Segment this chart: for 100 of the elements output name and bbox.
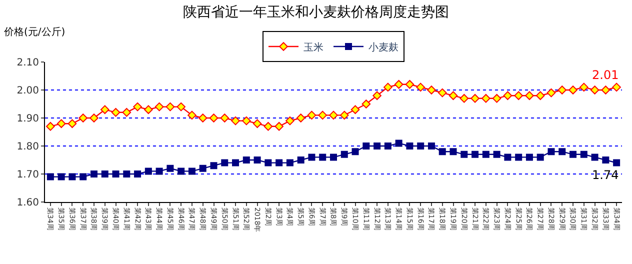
point [330,154,337,161]
point [264,122,273,131]
point [546,88,556,98]
point [242,116,251,126]
y-tick-label: 1.90 [16,114,39,124]
y-tick-label: 1.60 [16,198,39,208]
point [591,154,598,161]
point [374,142,381,150]
point [438,88,447,98]
point [242,156,250,164]
point [199,164,206,172]
point [252,119,262,128]
point [144,105,153,114]
point [90,170,98,178]
point [438,148,446,156]
point [210,162,218,170]
point [384,82,392,92]
point [144,168,152,175]
point [340,150,348,158]
point [580,82,588,92]
point [503,91,512,100]
point [340,110,349,120]
point [602,156,610,164]
point [274,122,284,131]
legend-label: 小麦麸 [368,41,398,54]
point [613,159,620,166]
point [232,159,240,166]
point [111,108,120,117]
y-tick-label: 1.80 [16,142,39,152]
data-label: 2.01 [592,68,619,82]
point [286,159,294,166]
point [122,108,132,117]
point [46,173,54,180]
point [329,110,338,120]
point [56,119,66,128]
point [90,114,98,122]
point [188,110,196,120]
point [46,122,55,131]
point [264,159,272,166]
point [362,142,370,150]
point [80,173,87,180]
point [405,80,414,89]
point [372,91,382,100]
point [514,91,523,100]
point [470,94,480,103]
point [460,94,469,103]
point [590,86,600,94]
point [548,148,555,156]
point [307,110,316,120]
point [515,154,522,161]
point [134,170,142,178]
point [78,114,88,122]
point [276,159,283,166]
point [112,170,120,178]
point [308,154,316,161]
point [558,86,567,94]
point [154,102,164,112]
point [536,154,544,161]
point [100,105,110,114]
point [221,159,228,166]
point [220,114,230,122]
point [176,102,186,112]
y-tick-label: 2.00 [16,86,39,96]
point [166,164,174,172]
point [296,114,306,122]
point [318,110,328,120]
point [123,170,130,178]
point [166,102,175,112]
point [395,140,402,147]
point [526,154,533,161]
point [493,150,500,158]
point [460,150,468,158]
point [297,156,304,164]
point [188,168,196,175]
point [254,156,261,164]
point [156,168,163,175]
point [450,148,457,156]
point [209,114,218,122]
point [101,170,108,178]
point [570,150,577,158]
point [133,102,142,112]
point [231,116,240,126]
point [68,173,76,180]
point [558,148,566,156]
point [504,154,512,161]
point [427,86,436,94]
point [525,91,534,100]
point [384,142,392,150]
point [319,154,326,161]
point [492,94,502,103]
point [448,91,458,100]
y-tick-label: 2.10 [16,58,39,68]
chart-title: 陕西省近一年玉米和小麦麸价格周度走势图 [183,4,449,20]
point [286,116,294,126]
point [482,94,490,103]
point [352,148,359,156]
point [612,82,621,92]
point [428,142,435,150]
point [58,173,65,180]
y-tick-label: 1.70 [16,170,39,180]
